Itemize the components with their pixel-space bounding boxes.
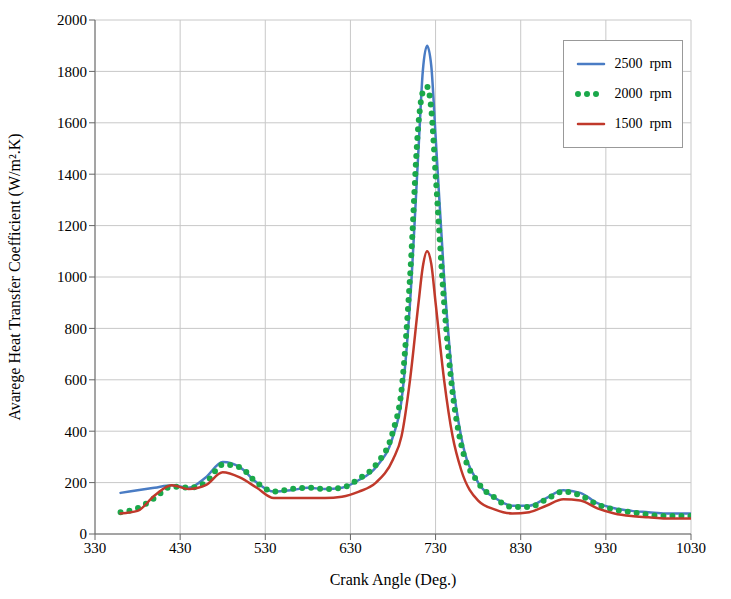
html-text:2000 rpm: 2000 rpm [614,86,672,101]
svg-text:Crank Angle (Deg.): Crank Angle (Deg.) [330,571,457,589]
svg-text:400: 400 [65,424,88,440]
svg-text:330: 330 [84,540,107,556]
svg-text:Avarege Heat Transfer Coeffici: Avarege Heat Transfer Coefficient (W/m².… [6,133,24,420]
svg-text:1800: 1800 [57,64,87,80]
svg-text:1600: 1600 [57,115,87,131]
svg-text:600: 600 [65,372,88,388]
svg-text:800: 800 [65,321,88,337]
html-text:1500 rpm: 1500 rpm [614,116,672,131]
svg-text:200: 200 [65,475,88,491]
svg-text:530: 530 [254,540,277,556]
html-text:2500 rpm: 2500 rpm [614,56,672,71]
svg-text:1400: 1400 [57,167,87,183]
svg-text:630: 630 [339,540,362,556]
svg-text:830: 830 [509,540,532,556]
svg-text:930: 930 [595,540,618,556]
svg-text:2000: 2000 [57,12,87,28]
svg-text:1030: 1030 [676,540,706,556]
svg-text:430: 430 [169,540,192,556]
svg-text:1000: 1000 [57,269,87,285]
svg-text:1200: 1200 [57,218,87,234]
svg-text:730: 730 [424,540,447,556]
svg-text:0: 0 [80,526,88,542]
